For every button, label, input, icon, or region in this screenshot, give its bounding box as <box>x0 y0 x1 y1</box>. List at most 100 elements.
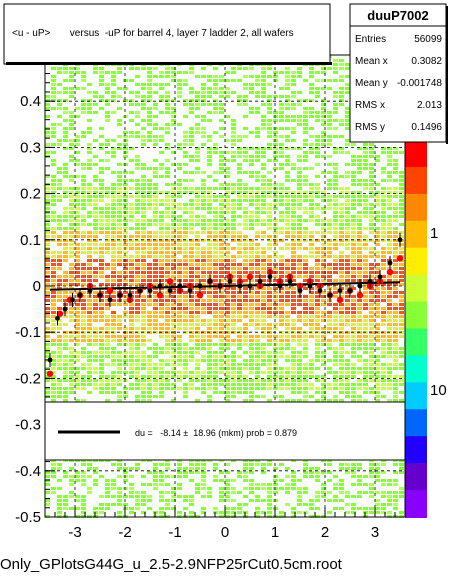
heat-cell <box>105 231 110 234</box>
heat-cell <box>357 359 362 362</box>
heat-cell <box>141 95 146 98</box>
heat-cell <box>237 187 242 190</box>
heat-cell <box>123 227 128 230</box>
heat-cell <box>129 495 134 498</box>
heat-cell <box>177 231 182 234</box>
heat-cell <box>63 87 68 90</box>
heat-cell <box>315 203 320 206</box>
heat-cell <box>327 279 332 282</box>
heat-cell <box>57 291 62 294</box>
heat-cell <box>87 279 92 282</box>
heat-cell <box>147 111 152 114</box>
heat-cell <box>93 199 98 202</box>
heat-cell <box>201 371 206 374</box>
heat-cell <box>333 279 338 282</box>
heat-cell <box>285 231 290 234</box>
heat-cell <box>285 179 290 182</box>
heat-cell <box>279 275 284 278</box>
heat-cell <box>363 335 368 338</box>
heat-cell <box>69 79 74 82</box>
heat-cell <box>369 175 374 178</box>
heat-cell <box>363 163 368 166</box>
heat-cell <box>345 243 350 246</box>
heat-cell <box>297 167 302 170</box>
heat-cell <box>237 303 242 306</box>
heat-cell <box>267 483 272 486</box>
heat-cell <box>153 167 158 170</box>
heat-cell <box>261 67 266 70</box>
heat-cell <box>51 339 56 342</box>
heat-cell <box>327 231 332 234</box>
heat-cell <box>351 255 356 258</box>
heat-cell <box>135 367 140 370</box>
heat-cell <box>255 263 260 266</box>
heat-cell <box>189 379 194 382</box>
heat-cell <box>141 255 146 258</box>
heat-cell <box>45 503 50 506</box>
heat-cell <box>369 263 374 266</box>
heat-cell <box>363 383 368 386</box>
heat-cell <box>261 247 266 250</box>
heat-cell <box>105 211 110 214</box>
heat-cell <box>51 463 56 466</box>
heat-cell <box>345 295 350 298</box>
heat-cell <box>75 383 80 386</box>
heat-cell <box>339 363 344 366</box>
heat-cell <box>357 323 362 326</box>
heat-cell <box>141 215 146 218</box>
heat-cell <box>243 339 248 342</box>
heat-cell <box>261 351 266 354</box>
heat-cell <box>153 159 158 162</box>
heat-cell <box>117 379 122 382</box>
heat-cell <box>57 463 62 466</box>
heat-cell <box>141 503 146 506</box>
heat-cell <box>183 343 188 346</box>
heat-cell <box>165 183 170 186</box>
heat-cell <box>93 67 98 70</box>
heat-cell <box>135 359 140 362</box>
heat-cell <box>249 87 254 90</box>
heat-cell <box>393 507 398 510</box>
heat-cell <box>243 207 248 210</box>
heat-cell <box>177 471 182 474</box>
heat-cell <box>63 251 68 254</box>
heat-cell <box>363 315 368 318</box>
heat-cell <box>243 103 248 106</box>
heat-cell <box>303 159 308 162</box>
heat-cell <box>267 195 272 198</box>
heat-cell <box>333 119 338 122</box>
heat-cell <box>285 155 290 158</box>
heat-cell <box>99 391 104 394</box>
heat-cell <box>219 323 224 326</box>
heat-cell <box>375 371 380 374</box>
heat-cell <box>81 283 86 286</box>
heat-cell <box>207 243 212 246</box>
heat-cell <box>381 339 386 342</box>
heat-cell <box>315 79 320 82</box>
heat-cell <box>81 379 86 382</box>
heat-cell <box>399 171 404 174</box>
heat-cell <box>81 319 86 322</box>
heat-cell <box>255 511 260 514</box>
heat-cell <box>69 247 74 250</box>
heat-cell <box>315 231 320 234</box>
heat-cell <box>189 339 194 342</box>
heat-cell <box>303 351 308 354</box>
heat-cell <box>189 383 194 386</box>
heat-cell <box>291 107 296 110</box>
heat-cell <box>213 223 218 226</box>
heat-cell <box>213 87 218 90</box>
heat-cell <box>279 263 284 266</box>
heat-cell <box>147 107 152 110</box>
heat-cell <box>387 479 392 482</box>
heat-cell <box>87 487 92 490</box>
heat-cell <box>51 363 56 366</box>
heat-cell <box>315 359 320 362</box>
heat-cell <box>393 375 398 378</box>
heat-cell <box>207 91 212 94</box>
heat-cell <box>387 275 392 278</box>
heat-cell <box>291 71 296 74</box>
heat-cell <box>249 219 254 222</box>
heat-cell <box>393 359 398 362</box>
heat-cell <box>315 387 320 390</box>
